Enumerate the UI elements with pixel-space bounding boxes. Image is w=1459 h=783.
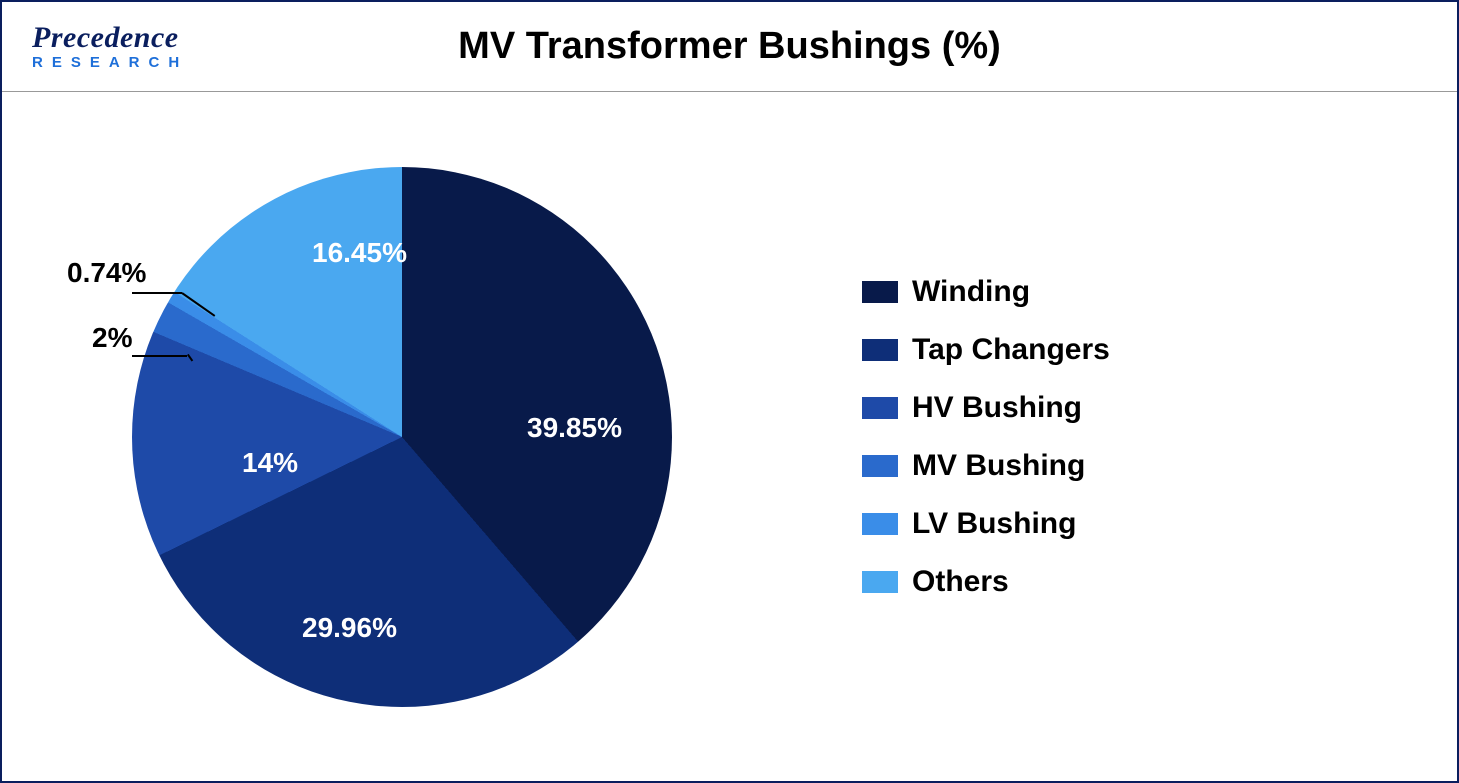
legend-label: Tap Changers xyxy=(912,333,1110,367)
legend-swatch xyxy=(862,455,898,477)
slice-label-tapchangers: 29.96% xyxy=(302,612,397,644)
legend-item: Others xyxy=(862,565,1457,599)
legend-swatch xyxy=(862,281,898,303)
legend-item: MV Bushing xyxy=(862,449,1457,483)
legend-swatch xyxy=(862,513,898,535)
legend-label: Winding xyxy=(912,275,1030,309)
slice-label-mvbushing: 2% xyxy=(92,322,132,354)
legend: Winding Tap Changers HV Bushing MV Bushi… xyxy=(802,275,1457,599)
legend-swatch xyxy=(862,339,898,361)
slice-label-hvbushing: 14% xyxy=(242,447,298,479)
slice-label-winding: 39.85% xyxy=(527,412,622,444)
legend-swatch xyxy=(862,571,898,593)
legend-item: LV Bushing xyxy=(862,507,1457,541)
logo: Precedence RESEARCH xyxy=(32,23,188,70)
logo-text-bottom: RESEARCH xyxy=(32,55,188,70)
legend-item: Winding xyxy=(862,275,1457,309)
legend-label: HV Bushing xyxy=(912,391,1082,425)
chart-title: MV Transformer Bushings (%) xyxy=(458,25,1001,68)
leader-line xyxy=(132,355,187,357)
chart-container: Precedence RESEARCH MV Transformer Bushi… xyxy=(0,0,1459,783)
header: Precedence RESEARCH MV Transformer Bushi… xyxy=(2,2,1457,92)
slice-label-lvbushing: 0.74% xyxy=(67,257,146,289)
logo-text-top: Precedence xyxy=(32,23,188,53)
legend-swatch xyxy=(862,397,898,419)
legend-item: Tap Changers xyxy=(862,333,1457,367)
legend-label: LV Bushing xyxy=(912,507,1076,541)
legend-label: Others xyxy=(912,565,1009,599)
legend-item: HV Bushing xyxy=(862,391,1457,425)
chart-area: 39.85% 29.96% 14% 2% 0.74% 16.45% Windin… xyxy=(2,92,1457,781)
slice-label-others: 16.45% xyxy=(312,237,407,269)
leader-line xyxy=(132,292,182,294)
legend-label: MV Bushing xyxy=(912,449,1085,483)
pie-wrap: 39.85% 29.96% 14% 2% 0.74% 16.45% xyxy=(2,107,802,767)
